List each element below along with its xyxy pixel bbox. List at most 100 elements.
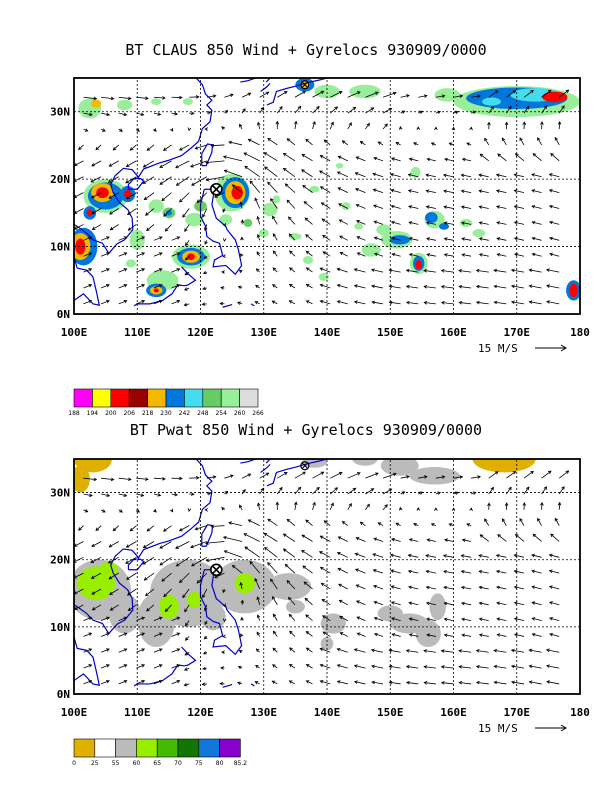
wind-arrow-head bbox=[407, 189, 412, 193]
wind-arrow bbox=[128, 224, 137, 231]
wind-arrow-head bbox=[423, 269, 427, 273]
wind-arrow bbox=[549, 221, 560, 225]
x-tick-label: 120E bbox=[187, 326, 214, 339]
wind-arrow bbox=[339, 616, 348, 621]
wind-arrow-head bbox=[127, 227, 132, 231]
wind-arrow bbox=[554, 518, 560, 526]
wind-arrow-head bbox=[288, 283, 293, 288]
wind-arrow-head bbox=[549, 617, 553, 621]
wind-arrow bbox=[478, 174, 489, 178]
wind-arrow bbox=[357, 252, 366, 257]
wind-arrow-head bbox=[202, 270, 207, 275]
wind-arrow bbox=[118, 268, 127, 273]
wind-arrow-head bbox=[284, 563, 289, 568]
wind-arrow bbox=[461, 586, 472, 590]
wind-arrow-head bbox=[425, 189, 430, 193]
wind-arrow-head bbox=[142, 561, 147, 565]
shade-area bbox=[302, 256, 314, 265]
wind-arrow bbox=[435, 476, 445, 479]
wind-arrow bbox=[365, 472, 379, 479]
wind-arrow-head bbox=[222, 238, 227, 242]
wind-arrow-head bbox=[390, 220, 395, 225]
wind-arrow-head bbox=[475, 664, 480, 669]
wind-arrow-head bbox=[221, 650, 225, 655]
wind-arrow bbox=[329, 472, 343, 479]
wind-arrow bbox=[109, 208, 119, 215]
wind-arrow bbox=[91, 208, 102, 215]
wind-arrow-head bbox=[419, 491, 424, 495]
wind-arrow-head bbox=[126, 211, 131, 216]
wind-arrow bbox=[171, 493, 178, 496]
wind-arrow-head bbox=[478, 253, 483, 257]
wind-arrow-head bbox=[495, 189, 500, 193]
wind-arrow-head bbox=[263, 532, 268, 537]
wind-arrow bbox=[354, 649, 366, 653]
wind-arrow-head bbox=[339, 616, 343, 620]
wind-arrow-head bbox=[106, 284, 110, 288]
wind-arrow-head bbox=[260, 487, 264, 492]
wind-arrow bbox=[241, 473, 251, 479]
wind-arrow-head bbox=[437, 110, 442, 115]
wind-arrow bbox=[202, 208, 208, 218]
wind-arrow bbox=[153, 300, 163, 305]
wind-arrow bbox=[320, 186, 331, 193]
gyre-marker-cross bbox=[212, 565, 221, 574]
wind-arrow bbox=[549, 205, 560, 209]
colorbar-swatch bbox=[198, 738, 220, 758]
wind-arrow bbox=[202, 588, 208, 598]
wind-arrow bbox=[143, 160, 155, 168]
wind-arrow-head bbox=[528, 300, 533, 304]
wind-arrow bbox=[83, 617, 92, 621]
wind-arrow-head bbox=[141, 236, 146, 240]
wind-arrow bbox=[558, 89, 569, 98]
wind-arrow-head bbox=[144, 212, 149, 216]
wind-arrow bbox=[285, 183, 296, 193]
wind-arrow-head bbox=[496, 585, 500, 590]
wind-arrow bbox=[126, 541, 137, 548]
wind-arrow bbox=[289, 250, 296, 257]
wind-arrow bbox=[532, 534, 542, 542]
wind-arrow-head bbox=[338, 583, 342, 588]
wind-arrow bbox=[382, 473, 397, 479]
wind-arrow-head bbox=[125, 180, 129, 184]
wind-arrow-head bbox=[222, 603, 226, 608]
wind-arrow bbox=[389, 269, 401, 273]
wind-arrow bbox=[391, 585, 401, 590]
wind-arrow-head bbox=[256, 215, 260, 220]
wind-arrow-head bbox=[531, 569, 536, 574]
wind-arrow-head bbox=[302, 185, 306, 189]
wind-arrow-head bbox=[388, 284, 393, 289]
wind-arrow-head bbox=[388, 680, 393, 685]
shade-area bbox=[219, 214, 233, 225]
wind-arrow-head bbox=[255, 664, 259, 669]
wind-arrow-head bbox=[373, 236, 378, 240]
wind-arrow-head bbox=[405, 649, 410, 653]
wind-arrow bbox=[373, 569, 384, 574]
wind-arrow-head bbox=[90, 179, 95, 183]
wind-arrow bbox=[272, 233, 278, 241]
wind-arrow-head bbox=[110, 96, 115, 101]
wind-arrow-head bbox=[548, 188, 553, 193]
wind-arrow-head bbox=[205, 177, 210, 182]
wind-arrow bbox=[272, 300, 278, 305]
wind-arrow bbox=[74, 160, 84, 166]
wind-arrow bbox=[444, 206, 454, 209]
wind-arrow bbox=[303, 201, 313, 209]
wind-arrow-head bbox=[426, 157, 431, 162]
shade-area bbox=[354, 222, 364, 230]
wind-arrow bbox=[136, 96, 149, 99]
wind-arrow-head bbox=[161, 578, 166, 582]
wind-arrow bbox=[191, 556, 208, 567]
wind-arrow-head bbox=[353, 680, 358, 684]
wind-arrow-head bbox=[272, 233, 277, 237]
x-tick-label: 110E bbox=[124, 706, 151, 719]
wind-arrow bbox=[108, 192, 119, 199]
wind-arrow bbox=[136, 236, 145, 241]
wind-arrow bbox=[541, 486, 547, 495]
x-tick-label: 140E bbox=[314, 326, 341, 339]
wind-arrow bbox=[289, 680, 296, 685]
wind-arrow bbox=[195, 525, 207, 530]
x-tick-label: 170E bbox=[504, 706, 531, 719]
wind-arrow bbox=[286, 519, 296, 526]
wind-arrow-head bbox=[547, 89, 552, 94]
